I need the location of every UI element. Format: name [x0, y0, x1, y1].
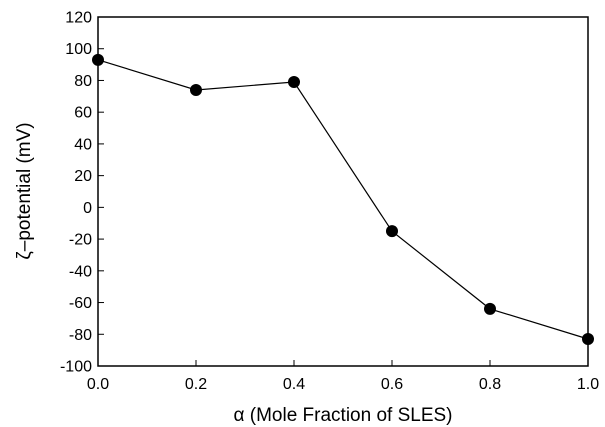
y-tick-label: -20 [69, 232, 92, 249]
data-series [92, 53, 594, 346]
series-line [97, 59, 589, 340]
x-tick-label: 0.0 [87, 376, 109, 393]
data-point [190, 83, 202, 96]
data-point [484, 302, 496, 315]
x-tick-label: 0.8 [479, 376, 501, 393]
y-tick-label: -80 [69, 327, 92, 344]
y-tick-label: 40 [74, 136, 92, 153]
y-tick-label: -40 [69, 263, 92, 280]
y-tick-label: 80 [74, 73, 92, 90]
y-tick-label: 60 [74, 105, 92, 122]
y-tick-label: 0 [83, 200, 92, 217]
x-axis-label: α (Mole Fraction of SLES) [233, 405, 452, 426]
y-axis-label: ζ–potential (mV) [14, 122, 35, 259]
data-point [386, 225, 398, 238]
y-tick-label: -100 [60, 359, 92, 376]
data-point [288, 76, 300, 89]
x-axis-ticks: 0.0 0.2 0.4 0.6 0.8 1.0 [87, 360, 599, 393]
plot-frame [97, 16, 589, 367]
y-tick-label: 120 [65, 10, 92, 27]
data-point [582, 333, 594, 346]
y-tick-label: -60 [69, 295, 92, 312]
y-axis-ticks: -100 -80 -60 -40 -20 0 20 40 60 80 100 120 [60, 10, 104, 376]
x-tick-label: 0.2 [185, 376, 207, 393]
x-tick-label: 1.0 [577, 376, 599, 393]
y-tick-label: 20 [74, 168, 92, 185]
data-point [92, 53, 104, 66]
y-tick-label: 100 [65, 41, 92, 58]
x-tick-label: 0.6 [381, 376, 403, 393]
x-tick-label: 0.4 [283, 376, 305, 393]
